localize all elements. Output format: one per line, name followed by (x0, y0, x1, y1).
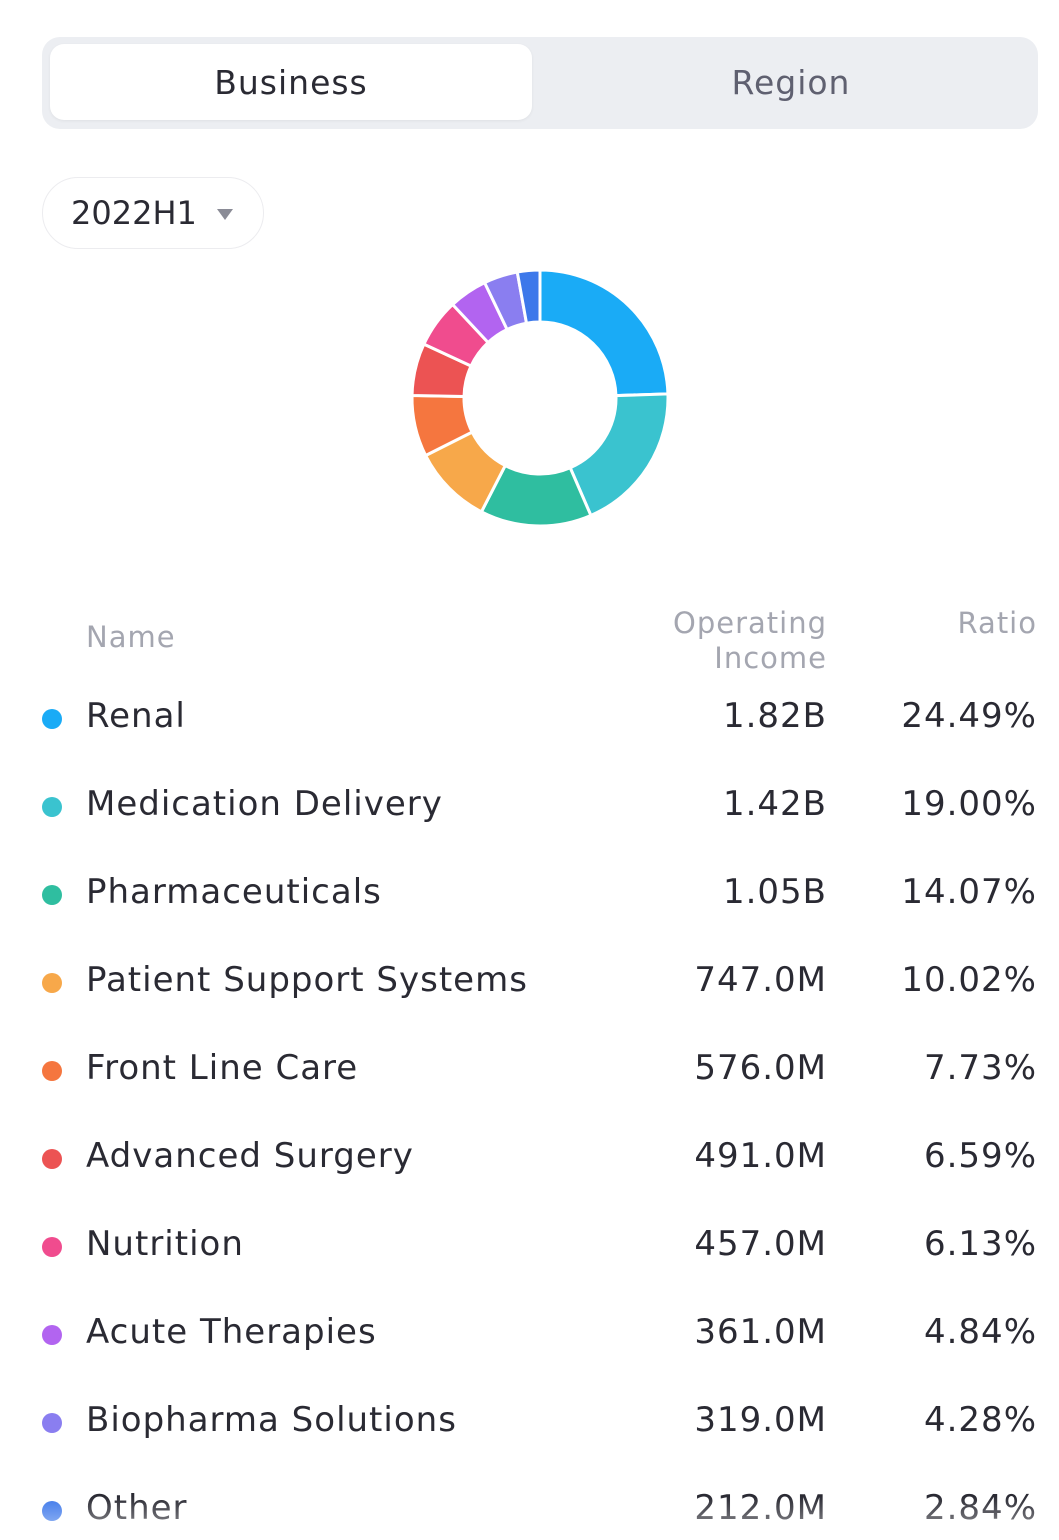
legend-dot (42, 1325, 62, 1345)
legend-dot (42, 885, 62, 905)
donut-chart (410, 268, 670, 528)
donut-slice-other[interactable] (515, 268, 542, 325)
caret-down-icon (216, 208, 233, 220)
table-row[interactable]: Nutrition 457.0M 6.13% (0, 1216, 1059, 1276)
period-label: 2022H1 (71, 194, 197, 232)
table-row[interactable]: Other 212.0M 2.84% (0, 1480, 1059, 1540)
row-operating-income: 1.42B (722, 784, 827, 824)
tab-region[interactable]: Region (731, 62, 851, 102)
row-name: Front Line Care (86, 1048, 359, 1088)
row-operating-income: 319.0M (694, 1400, 827, 1440)
legend-dot (42, 1501, 62, 1521)
segment-control: Business Region (42, 37, 1038, 129)
legend-dot (42, 1237, 62, 1257)
donut-slice-renal[interactable] (538, 268, 670, 398)
row-name: Acute Therapies (86, 1312, 377, 1352)
header-income-line1: Operating (673, 606, 827, 640)
table-row[interactable]: Front Line Care 576.0M 7.73% (0, 1040, 1059, 1100)
row-operating-income: 457.0M (694, 1224, 827, 1264)
row-ratio: 14.07% (901, 872, 1037, 912)
row-ratio: 10.02% (901, 960, 1037, 1000)
table-row[interactable]: Medication Delivery 1.42B 19.00% (0, 776, 1059, 836)
donut-slice-medication-delivery[interactable] (568, 392, 670, 518)
header-name: Name (86, 620, 176, 654)
row-name: Patient Support Systems (86, 960, 528, 1000)
row-name: Other (86, 1488, 188, 1528)
row-operating-income: 1.82B (722, 696, 827, 736)
legend-dot (42, 1413, 62, 1433)
header-operating-income: Operating Income (673, 606, 827, 676)
row-name: Medication Delivery (86, 784, 443, 824)
row-name: Biopharma Solutions (86, 1400, 457, 1440)
row-ratio: 6.13% (923, 1224, 1037, 1264)
row-operating-income: 212.0M (694, 1488, 827, 1528)
legend-dot (42, 709, 62, 729)
legend-dot (42, 973, 62, 993)
table-row[interactable]: Renal 1.82B 24.49% (0, 688, 1059, 748)
header-ratio: Ratio (957, 606, 1037, 640)
legend-dot (42, 1061, 62, 1081)
table-row[interactable]: Patient Support Systems 747.0M 10.02% (0, 952, 1059, 1012)
legend-dot (42, 1149, 62, 1169)
row-ratio: 2.84% (923, 1488, 1037, 1528)
table-row[interactable]: Pharmaceuticals 1.05B 14.07% (0, 864, 1059, 924)
row-ratio: 19.00% (901, 784, 1037, 824)
row-operating-income: 576.0M (694, 1048, 827, 1088)
row-name: Nutrition (86, 1224, 244, 1264)
row-name: Renal (86, 696, 186, 736)
row-name: Advanced Surgery (86, 1136, 414, 1176)
row-ratio: 4.28% (923, 1400, 1037, 1440)
row-operating-income: 491.0M (694, 1136, 827, 1176)
tab-business[interactable]: Business (50, 44, 532, 120)
row-ratio: 24.49% (901, 696, 1037, 736)
row-ratio: 6.59% (923, 1136, 1037, 1176)
table-row[interactable]: Advanced Surgery 491.0M 6.59% (0, 1128, 1059, 1188)
legend-dot (42, 797, 62, 817)
row-operating-income: 747.0M (694, 960, 827, 1000)
row-operating-income: 1.05B (722, 872, 827, 912)
row-ratio: 7.73% (923, 1048, 1037, 1088)
table-row[interactable]: Biopharma Solutions 319.0M 4.28% (0, 1392, 1059, 1452)
row-operating-income: 361.0M (694, 1312, 827, 1352)
row-name: Pharmaceuticals (86, 872, 382, 912)
period-dropdown[interactable]: 2022H1 (42, 177, 264, 249)
header-income-line2: Income (714, 641, 827, 675)
row-ratio: 4.84% (923, 1312, 1037, 1352)
table-row[interactable]: Acute Therapies 361.0M 4.84% (0, 1304, 1059, 1364)
